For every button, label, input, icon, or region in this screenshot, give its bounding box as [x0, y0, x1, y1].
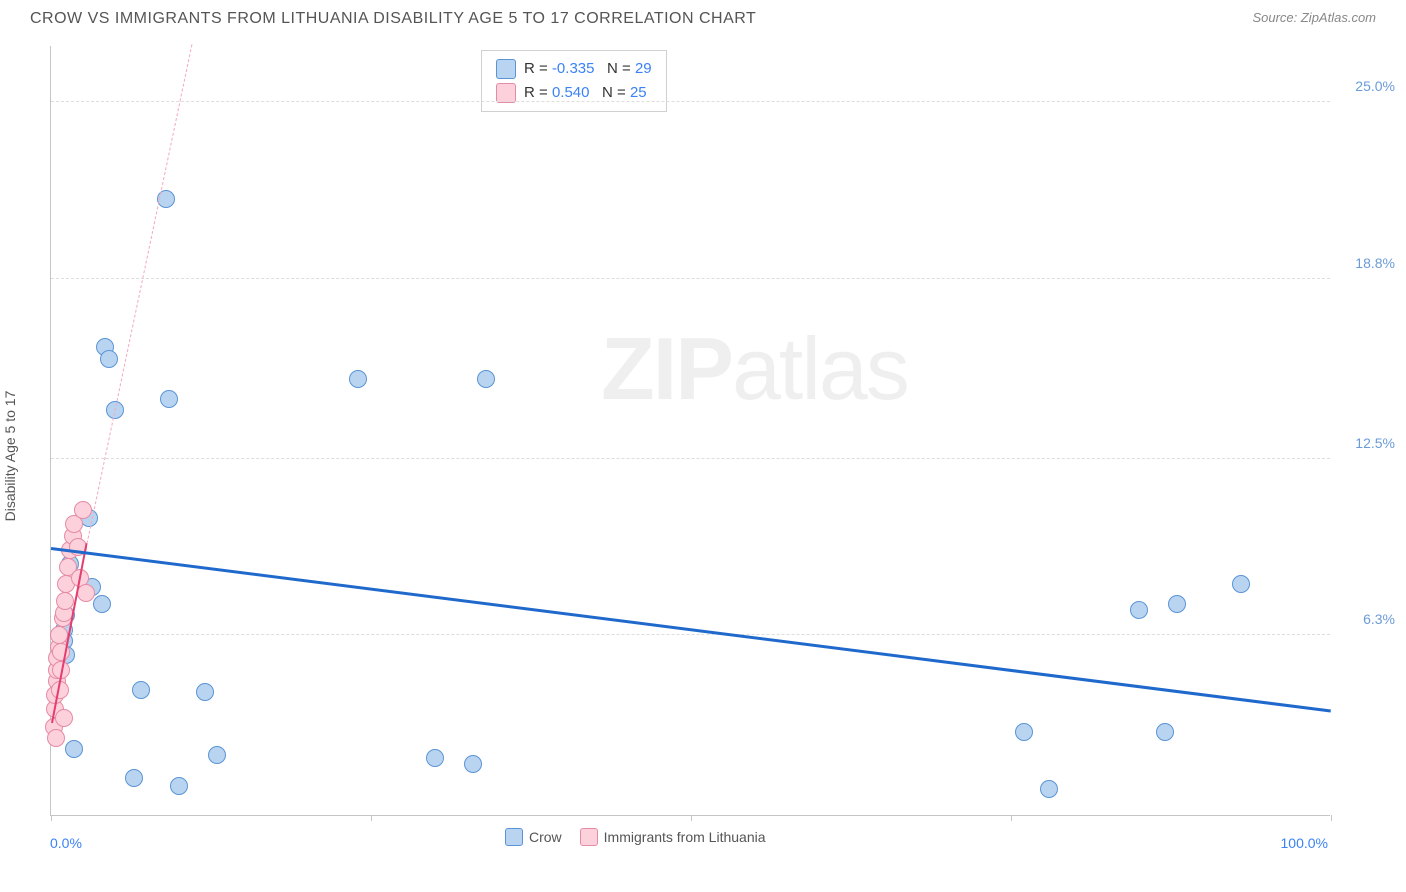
x-tick: [1331, 815, 1332, 821]
chart-container: Disability Age 5 to 17 ZIPatlas R = -0.3…: [0, 36, 1406, 876]
x-tick: [691, 815, 692, 821]
legend-swatch: [505, 828, 523, 846]
data-point: [1232, 575, 1250, 593]
x-tick: [1011, 815, 1012, 821]
legend-series-label: Immigrants from Lithuania: [604, 829, 766, 845]
data-point: [55, 709, 73, 727]
y-tick-label: 25.0%: [1335, 78, 1395, 94]
legend-series-label: Crow: [529, 829, 562, 845]
legend-correlation-row: R = -0.335 N = 29: [496, 57, 652, 81]
data-point: [93, 595, 111, 613]
data-point: [477, 370, 495, 388]
data-point: [50, 626, 68, 644]
data-point: [100, 350, 118, 368]
y-tick-label: 6.3%: [1335, 611, 1395, 627]
x-tick: [371, 815, 372, 821]
y-tick-label: 18.8%: [1335, 255, 1395, 271]
data-point: [1156, 723, 1174, 741]
legend-stat-text: R = -0.335 N = 29: [524, 57, 652, 81]
y-gridline: [51, 458, 1330, 459]
data-point: [125, 769, 143, 787]
plot-area: ZIPatlas R = -0.335 N = 29R = 0.540 N = …: [50, 46, 1330, 816]
legend-swatch: [580, 828, 598, 846]
data-point: [1130, 601, 1148, 619]
y-tick-label: 12.5%: [1335, 435, 1395, 451]
y-axis-title: Disability Age 5 to 17: [2, 391, 18, 522]
x-axis-min-label: 0.0%: [50, 835, 82, 851]
data-point: [132, 681, 150, 699]
data-point: [170, 777, 188, 795]
source-label: Source: ZipAtlas.com: [1252, 10, 1376, 25]
y-gridline: [51, 278, 1330, 279]
data-point: [196, 683, 214, 701]
data-point: [1015, 723, 1033, 741]
legend-swatch: [496, 59, 516, 79]
data-point: [47, 729, 65, 747]
legend-series-item: Immigrants from Lithuania: [580, 828, 766, 846]
y-gridline: [51, 101, 1330, 102]
data-point: [56, 592, 74, 610]
trend-line: [51, 547, 1331, 713]
data-point: [65, 740, 83, 758]
trend-line: [86, 44, 192, 543]
chart-title: CROW VS IMMIGRANTS FROM LITHUANIA DISABI…: [30, 10, 756, 28]
data-point: [464, 755, 482, 773]
series-legend: Crow Immigrants from Lithuania: [505, 828, 766, 846]
data-point: [1168, 595, 1186, 613]
watermark: ZIPatlas: [601, 318, 908, 420]
x-tick: [51, 815, 52, 821]
data-point: [349, 370, 367, 388]
legend-swatch: [496, 83, 516, 103]
y-gridline: [51, 634, 1330, 635]
x-axis-max-label: 100.0%: [1281, 835, 1328, 851]
data-point: [160, 390, 178, 408]
data-point: [208, 746, 226, 764]
data-point: [74, 501, 92, 519]
legend-series-item: Crow: [505, 828, 562, 846]
data-point: [1040, 780, 1058, 798]
correlation-legend: R = -0.335 N = 29R = 0.540 N = 25: [481, 50, 667, 112]
data-point: [426, 749, 444, 767]
